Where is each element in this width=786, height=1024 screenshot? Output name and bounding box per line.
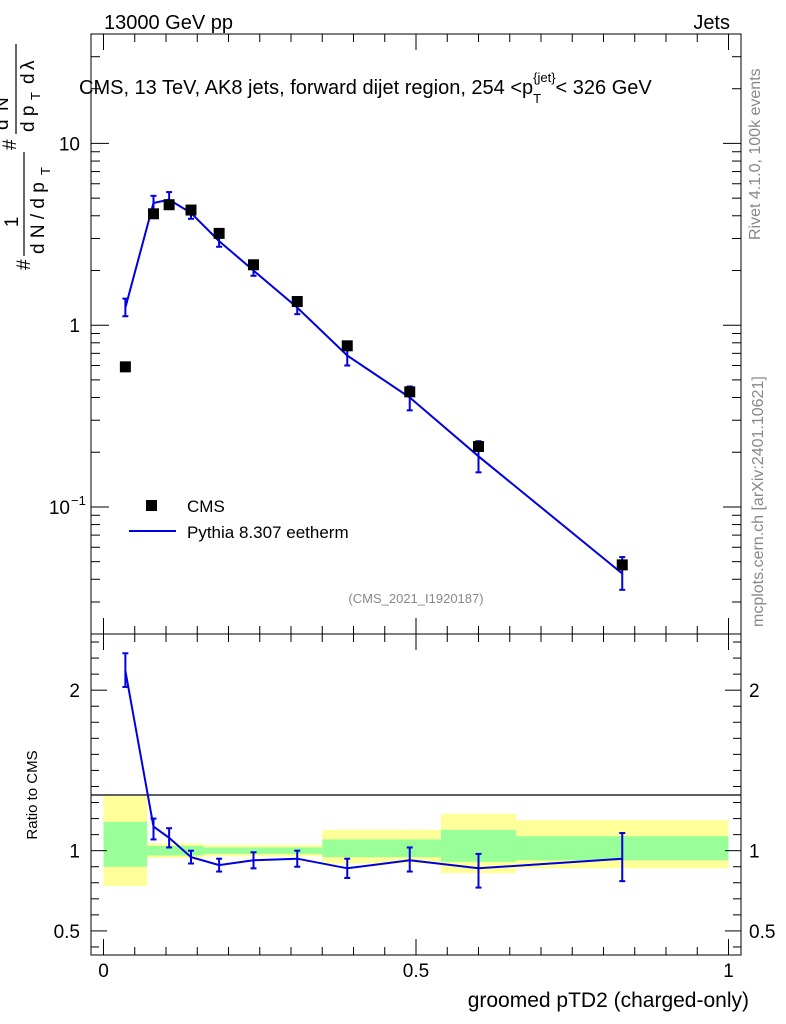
ratio-y-tick-label-left: 2: [69, 681, 80, 702]
pythia-line: [124, 198, 623, 575]
main-y-tick-label: 10: [59, 134, 80, 155]
svg-text:T: T: [28, 92, 43, 100]
analysis-watermark: (CMS_2021_I1920187): [348, 591, 483, 606]
process-label: Jets: [693, 12, 730, 34]
legend-cms-marker: [146, 500, 157, 511]
ratio-panel-series: [122, 652, 626, 889]
cms-data-point: [213, 227, 225, 239]
chart-title: CMS, 13 TeV, AK8 jets, forward dijet reg…: [79, 70, 652, 106]
cms-data-point: [119, 361, 131, 373]
svg-text:T: T: [38, 167, 53, 175]
main-panel-ticks: [91, 33, 741, 635]
cms-data-point: [404, 386, 416, 398]
ratio-panel-ticks: [91, 634, 741, 955]
rivet-version-label: Rivet 4.1.0, 100k events: [747, 68, 764, 240]
main-y-tick-label-exponent: −1: [71, 493, 86, 508]
ratio-y-tick-label-right: 0.5: [749, 922, 775, 943]
x-tick-label: 0: [98, 961, 109, 982]
ratio-panel-tick-labels: 2 2 1 1 0.5 0.5 0 0.5 1: [54, 681, 776, 982]
main-y-tick-label: 1: [69, 316, 80, 337]
ratio-band-green: [203, 847, 323, 854]
svg-text:2: 2: [0, 111, 2, 118]
svg-text:λ: λ: [18, 60, 39, 70]
x-tick-label: 1: [723, 961, 734, 982]
svg-text:1: 1: [2, 217, 23, 228]
ratio-y-tick-label-left: 1: [69, 842, 80, 863]
x-tick-label: 0.5: [403, 961, 429, 982]
cms-data-point: [148, 208, 159, 220]
legend-pythia-label: Pythia 8.307 eetherm: [187, 523, 349, 542]
main-panel-series: [119, 191, 628, 591]
ratio-y-tick-label-right: 1: [749, 842, 760, 863]
cms-data-point: [291, 296, 303, 308]
svg-text:d N / d p: d N / d p: [28, 182, 49, 254]
cms-data-point: [185, 204, 197, 216]
cms-data-point: [341, 340, 353, 352]
main-y-axis-label: # 1 d N / d p T # d 2 N d p T d λ: [0, 44, 53, 270]
main-y-tick-label: 10: [49, 498, 70, 519]
svg-text:#: #: [14, 259, 35, 270]
svg-text:d: d: [0, 119, 13, 130]
svg-text:d: d: [18, 73, 39, 84]
cms-data-point: [473, 441, 484, 453]
ratio-y-tick-label-left: 0.5: [54, 922, 80, 943]
legend: CMS Pythia 8.307 eetherm: [129, 497, 349, 542]
svg-text:d p: d p: [18, 106, 39, 132]
cms-data-point: [616, 559, 628, 571]
ratio-band-green: [103, 821, 148, 867]
cms-data-point: [248, 259, 259, 271]
main-panel-frame: [90, 33, 742, 635]
cms-data-point: [163, 199, 175, 211]
ratio-band-green: [147, 845, 204, 856]
ratio-uncertainty-bands: [103, 796, 729, 886]
svg-text:#: #: [0, 139, 21, 150]
ratio-band-green: [322, 839, 441, 858]
legend-cms-label: CMS: [187, 497, 225, 516]
ratio-y-axis-label: Ratio to CMS: [24, 750, 41, 839]
beam-label: 13000 GeV pp: [104, 12, 233, 34]
ratio-y-tick-label-right: 2: [749, 681, 760, 702]
svg-text:N: N: [0, 97, 13, 111]
mcplots-label: mcplots.cern.ch [arXiv:2401.10621]: [750, 376, 767, 627]
x-axis-label: groomed pTD2 (charged-only): [468, 989, 749, 1012]
